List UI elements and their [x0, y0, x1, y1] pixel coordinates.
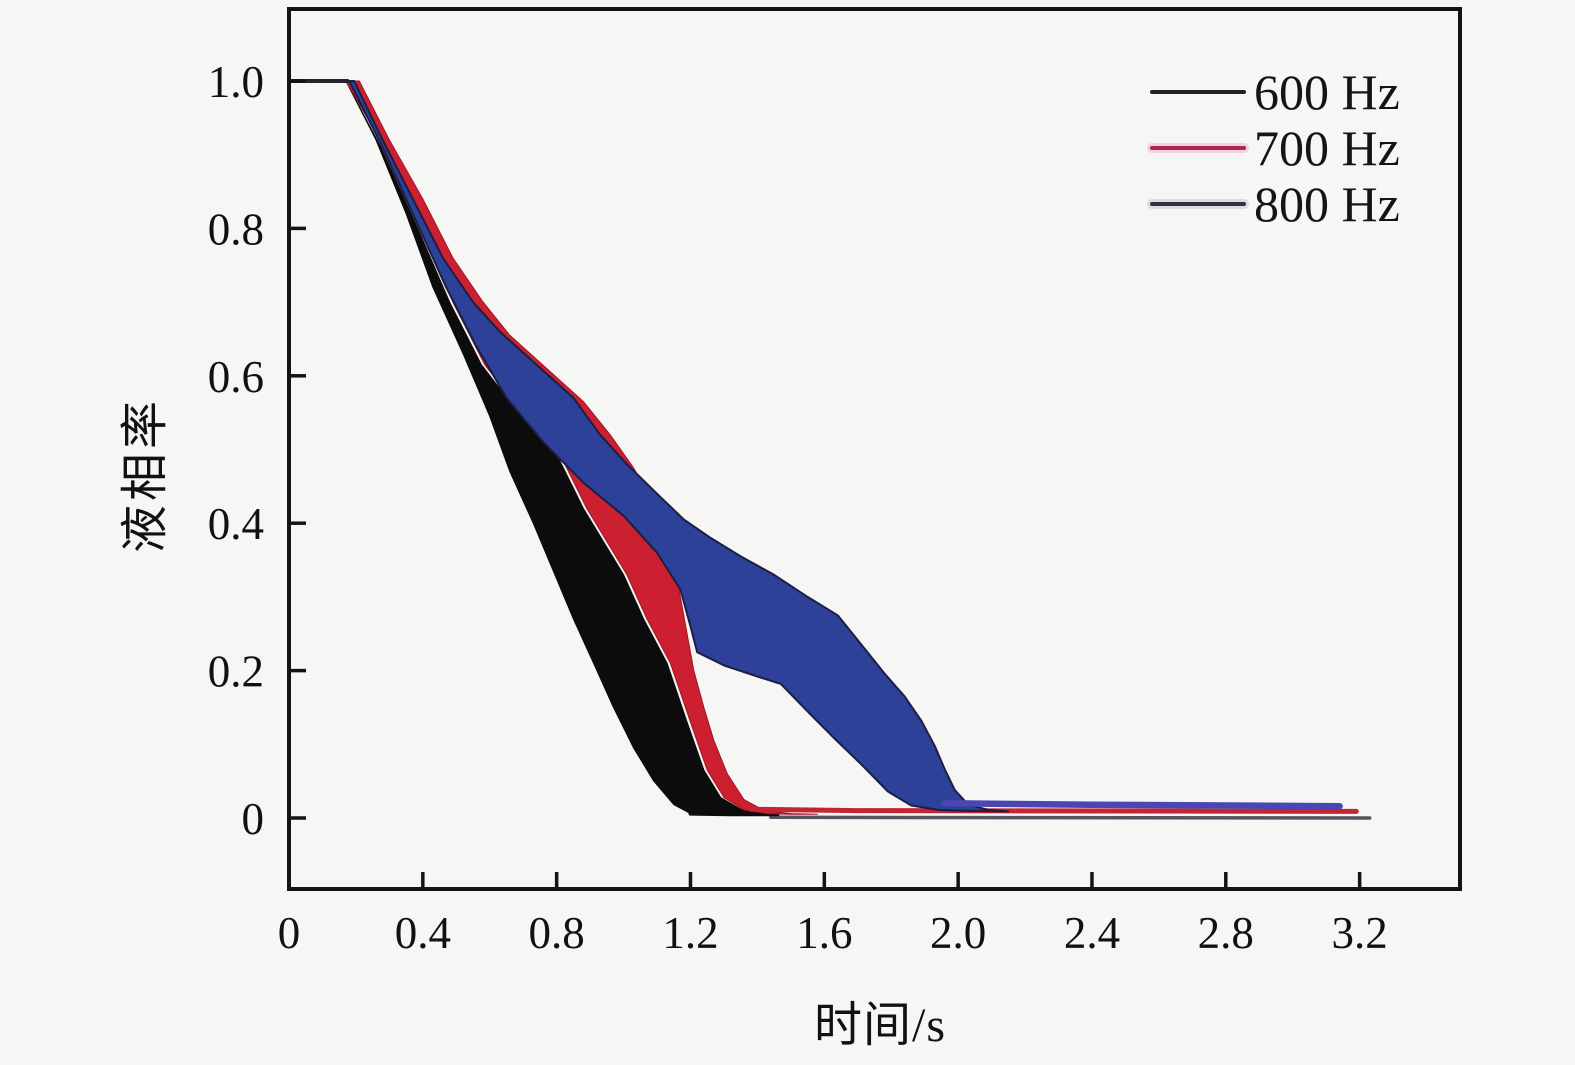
x-tick-label: 0 [278, 908, 301, 958]
x-tick-label: 1.6 [796, 908, 852, 958]
tail-700hz [748, 806, 1359, 814]
legend-line-800hz-icon [1150, 202, 1246, 206]
x-tick-label: 0.8 [529, 908, 585, 958]
x-tick-label: 1.2 [662, 908, 718, 958]
y-tick-label: 0.4 [208, 499, 264, 549]
y-tick-label: 0.8 [208, 204, 264, 254]
legend-line-600hz-icon [1150, 90, 1246, 94]
y-tick-label: 0 [242, 794, 265, 844]
legend-label-600hz: 600 Hz [1254, 64, 1400, 120]
x-tick-label: 2.0 [930, 908, 986, 958]
legend-row-800hz: 800 Hz [1150, 176, 1400, 232]
y-tick-label: 0.6 [208, 352, 264, 402]
y-tick-label: 1.0 [208, 57, 264, 107]
legend-row-700hz: 700 Hz [1150, 120, 1400, 176]
zero-baseline-tail [769, 815, 1372, 820]
x-axis-title: 时间/s [813, 999, 947, 1052]
x-tick-label: 3.2 [1332, 908, 1388, 958]
legend-label-800hz: 800 Hz [1254, 176, 1400, 232]
y-axis-title: 液相率 [119, 397, 172, 554]
band-800hz [289, 80, 1010, 813]
x-tick-label: 2.4 [1064, 908, 1120, 958]
legend-line-700hz-icon [1150, 146, 1246, 150]
x-tick-label: 0.4 [395, 908, 451, 958]
x-tick-label: 2.8 [1198, 908, 1254, 958]
plot-border [287, 7, 1462, 891]
legend-row-600hz: 600 Hz [1150, 64, 1400, 120]
legend: 600 Hz 700 Hz 800 Hz [1150, 64, 1400, 232]
tail-600hz [688, 811, 780, 817]
legend-label-700hz: 700 Hz [1254, 120, 1400, 176]
tail-800hz [941, 800, 1343, 810]
y-tick-label: 0.2 [208, 647, 264, 697]
